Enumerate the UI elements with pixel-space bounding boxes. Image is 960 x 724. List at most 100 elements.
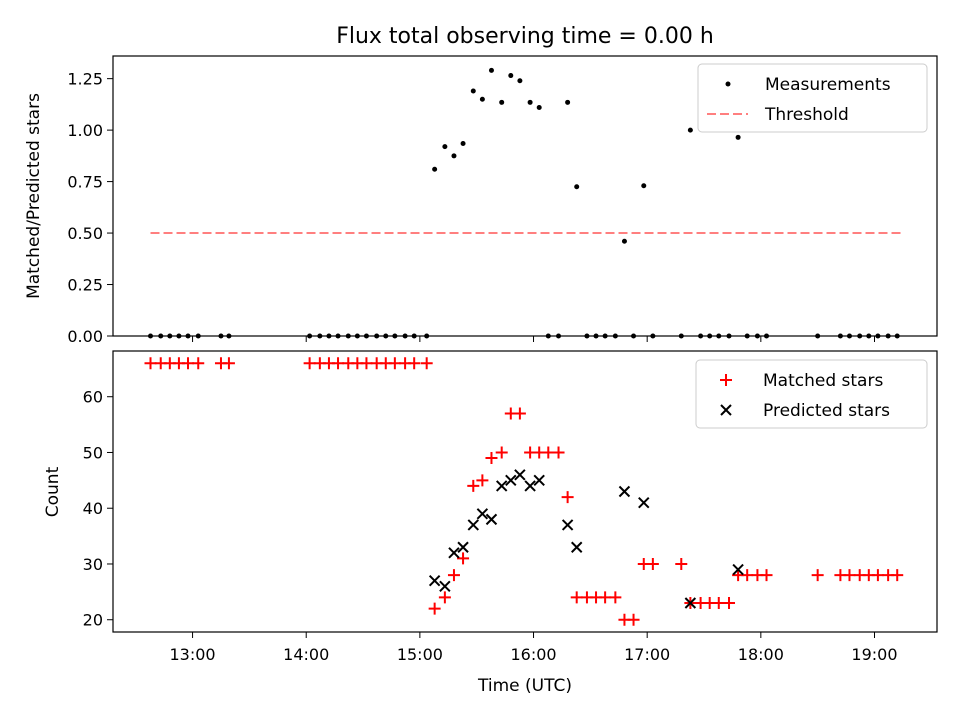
top-y-tick-label: 1.00: [67, 121, 103, 140]
measurement-point: [641, 183, 647, 189]
bottom-x-tick-label: 15:00: [397, 645, 443, 664]
predicted-star-point: [618, 485, 631, 498]
matched-star-point: [675, 557, 688, 570]
legend-label-matched: Matched stars: [763, 371, 883, 391]
measurement-point: [621, 238, 627, 244]
matched-star-point: [723, 597, 736, 610]
bottom-y-tick-label: 20: [83, 611, 103, 630]
matched-star-point: [332, 357, 345, 370]
matched-star-point: [495, 446, 508, 459]
bottom-x-tick-label: 13:00: [170, 645, 216, 664]
predicted-star-point: [495, 480, 508, 492]
matched-star-point: [388, 357, 401, 370]
top-panel: 0.00 0.25 0.50 0.75 1.00 1.25 Matched/Predict…: [24, 55, 938, 346]
bottom-panel: 20 30 40 50 60 13:00 14:00 15:00 16:00 17:00 18:0…: [43, 350, 938, 696]
measurement-point: [451, 153, 457, 159]
top-y-tick-label: 1.25: [67, 70, 103, 89]
matched-star-point: [144, 357, 157, 370]
matched-star-point: [891, 569, 904, 582]
measurement-point: [517, 78, 523, 84]
bottom-legend: Matched stars Predicted stars: [695, 359, 928, 429]
matched-star-point: [646, 557, 659, 570]
bottom-y-tick-label: 30: [83, 555, 103, 574]
matched-star-point: [222, 357, 235, 370]
matched-star-point: [303, 357, 316, 370]
predicted-star-point: [638, 496, 650, 509]
matched-star-point: [871, 569, 884, 582]
matched-star-point: [192, 357, 205, 370]
chart-title: Flux total observing time = 0.00 h: [336, 24, 714, 49]
top-y-ticks: 0.00 0.25 0.50 0.75 1.00 1.25: [67, 70, 113, 346]
matched-star-point: [542, 446, 555, 459]
predicted-star-point: [533, 474, 545, 487]
matched-star-point: [467, 479, 480, 492]
matched-star-point: [447, 569, 460, 582]
predicted-star-point: [448, 547, 460, 559]
matched-star-point: [712, 597, 725, 610]
measurement-point: [687, 127, 693, 133]
matched-star-point: [741, 569, 754, 582]
predicted-star-point: [684, 597, 697, 609]
matched-star-point: [476, 474, 489, 487]
matched-star-point: [843, 569, 856, 582]
predicted-star-point: [514, 469, 526, 481]
measurement-point: [488, 67, 494, 73]
predicted-star-point: [428, 574, 441, 587]
legend-label-measurements: Measurements: [765, 75, 891, 95]
measurement-point: [508, 73, 514, 79]
measurement-point: [527, 99, 533, 105]
bottom-x-tick-label: 19:00: [851, 645, 897, 664]
top-y-tick-label: 0.00: [67, 327, 103, 346]
measurement-point: [499, 99, 505, 105]
matched-star-point: [420, 357, 433, 370]
top-y-tick-label: 0.75: [67, 173, 103, 192]
bottom-y-tick-label: 40: [83, 499, 103, 518]
bottom-y-ticks: 20 30 40 50 60: [83, 388, 113, 630]
measurement-point: [565, 99, 571, 105]
bottom-y-tick-label: 60: [83, 388, 103, 407]
legend-marker-predicted: [720, 404, 732, 416]
matched-star-point: [760, 569, 773, 582]
legend-marker-measurements: [725, 81, 731, 87]
legend-marker-matched: [720, 374, 732, 386]
measurement-point: [574, 184, 580, 190]
predicted-star-point: [505, 474, 517, 487]
top-legend-box: [697, 63, 928, 133]
bottom-x-tick-label: 14:00: [283, 645, 329, 664]
predicted-star-point: [571, 541, 583, 553]
top-y-tick-label: 0.25: [67, 276, 103, 295]
top-y-tick-label: 0.50: [67, 224, 103, 243]
predicted-star-point: [524, 480, 536, 492]
matched-star-point: [570, 591, 583, 604]
predicted-star-point: [457, 541, 469, 553]
bottom-x-tick-label: 16:00: [510, 645, 556, 664]
matched-star-point: [811, 569, 824, 582]
top-x-ticks: [192, 336, 875, 342]
legend-label-predicted: Predicted stars: [763, 401, 890, 421]
measurement-point: [536, 104, 542, 110]
bottom-legend-box: [695, 359, 928, 429]
predicted-star-point: [732, 563, 744, 576]
matched-star-point: [428, 602, 441, 615]
bottom-y-axis-label: Count: [43, 466, 63, 517]
predicted-star-point: [467, 519, 479, 531]
bottom-x-tick-label: 17:00: [624, 645, 670, 664]
legend-label-threshold: Threshold: [764, 105, 849, 125]
measurement-point: [735, 134, 741, 140]
x-axis-label: Time (UTC): [477, 676, 572, 696]
bottom-x-ticks: 13:00 14:00 15:00 16:00 17:00 18:00 19:00: [170, 632, 898, 664]
bottom-x-tick-label: 18:00: [738, 645, 784, 664]
matched-star-point: [485, 452, 498, 465]
matched-star-point: [599, 591, 612, 604]
predicted-star-point: [561, 519, 574, 531]
matched-star-point: [609, 591, 622, 604]
measurement-point: [442, 144, 448, 150]
matched-star-point: [561, 491, 574, 504]
matched-star-point: [360, 357, 373, 370]
matched-star-point: [182, 357, 195, 370]
predicted-star-point: [476, 508, 489, 520]
matched-star-point: [627, 613, 640, 626]
predicted-star-point: [485, 513, 498, 526]
top-legend: Measurements Threshold: [697, 63, 928, 133]
